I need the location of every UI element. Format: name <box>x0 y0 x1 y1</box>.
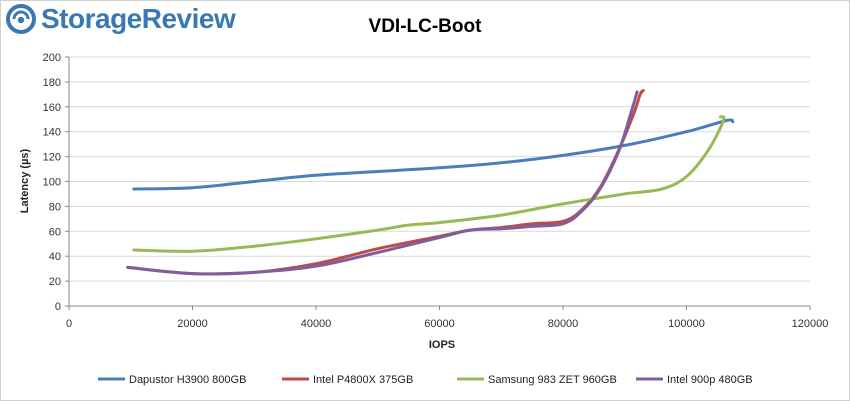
legend-item-3[interactable]: Samsung 983 ZET 960GB <box>457 374 617 386</box>
legend-item-2[interactable]: Intel P4800X 375GB <box>282 374 413 386</box>
legend-item-4[interactable]: Intel 900p 480GB <box>636 374 753 386</box>
y-tick-label: 200 <box>43 52 61 64</box>
series-line-4 <box>126 90 639 276</box>
x-tick-label: 40000 <box>301 318 332 330</box>
legend-label: Intel 900p 480GB <box>667 374 753 386</box>
x-axis-ticks: 0 20000 40000 60000 80000 100000 120000 <box>66 306 828 330</box>
y-tick-label: 0 <box>55 301 61 313</box>
x-axis-title: IOPS <box>429 339 455 351</box>
series-line-2 <box>126 89 645 276</box>
series-line-1 <box>132 118 735 191</box>
y-tick-label: 20 <box>49 276 61 288</box>
series-line-3 <box>132 115 726 253</box>
x-tick-label: 20000 <box>177 318 208 330</box>
y-axis-title: Latency (µs) <box>19 148 31 213</box>
y-tick-label: 80 <box>49 201 61 213</box>
y-tick-label: 40 <box>49 251 61 263</box>
chart-title: VDI-LC-Boot <box>369 16 483 37</box>
y-tick-label: 140 <box>43 127 61 139</box>
y-tick-label: 60 <box>49 226 61 238</box>
legend[interactable]: Dapustor H3900 800GB Intel P4800X 375GB Sa… <box>98 374 753 386</box>
x-tick-label: 80000 <box>548 318 579 330</box>
storagereview-logo: StorageReview <box>6 3 236 35</box>
storagereview-logo-icon <box>6 4 36 34</box>
legend-item-1[interactable]: Dapustor H3900 800GB <box>98 374 246 386</box>
y-tick-label: 180 <box>43 77 61 89</box>
x-tick-label: 0 <box>66 318 72 330</box>
y-tick-label: 120 <box>43 152 61 164</box>
x-tick-label: 60000 <box>424 318 455 330</box>
y-tick-label: 160 <box>43 102 61 114</box>
x-tick-label: 100000 <box>668 318 705 330</box>
y-axis-ticks: 0 20 40 60 80 100 120 140 160 180 200 <box>43 52 69 313</box>
legend-label: Intel P4800X 375GB <box>313 374 413 386</box>
series-lines <box>126 89 735 276</box>
brand-name: StorageReview <box>41 3 236 34</box>
legend-label: Dapustor H3900 800GB <box>129 374 246 386</box>
x-tick-label: 120000 <box>792 318 829 330</box>
legend-label: Samsung 983 ZET 960GB <box>488 374 617 386</box>
y-tick-label: 100 <box>43 177 61 189</box>
